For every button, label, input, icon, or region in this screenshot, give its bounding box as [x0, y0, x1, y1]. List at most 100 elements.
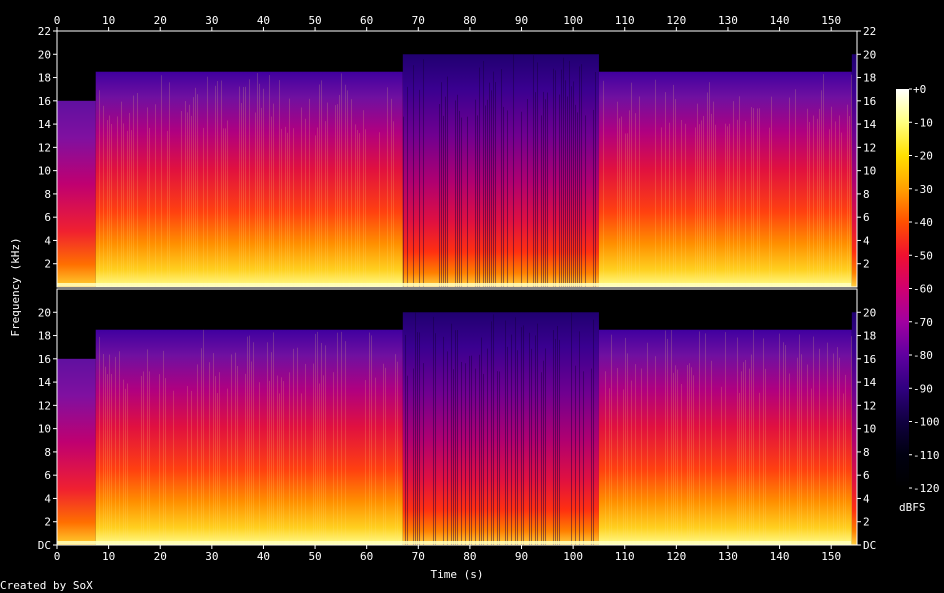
spectrogram-streak [507, 346, 508, 545]
spectrogram-streak [701, 120, 702, 287]
spectrogram-streak [655, 356, 656, 545]
spectrogram-streak [289, 98, 290, 287]
spectrogram-streak [575, 104, 576, 288]
spectrogram-streak [741, 371, 742, 545]
spectrogram-streak [819, 108, 820, 287]
spectrogram-streak [161, 75, 162, 287]
x-tick-label: 40 [257, 14, 270, 27]
spectrogram-streak [785, 345, 786, 545]
spectrogram-streak [403, 116, 404, 288]
spectrogram-streak [729, 123, 730, 287]
spectrogram-streak [253, 342, 254, 545]
spectrogram-streak [163, 350, 164, 545]
x-tick-label: 40 [257, 550, 270, 563]
spectrogram-segment [57, 358, 96, 545]
y-tick-label: 12 [863, 141, 876, 154]
spectrogram-streak [763, 338, 764, 545]
spectrogram-streak [483, 60, 484, 287]
spectrogram-streak [503, 106, 504, 287]
spectrogram-streak [631, 380, 632, 545]
spectrogram-streak [371, 335, 372, 545]
spectrogram-streak [335, 105, 336, 287]
spectrogram-streak [469, 355, 470, 545]
spectrogram-streak [661, 127, 662, 287]
panel-frame [56, 288, 858, 546]
spectrogram-streak [517, 350, 518, 545]
colorbar: dBFS +0 -10 -20 -30 -40 -50 -60 -70 -80 -90 -100 -1… [896, 83, 940, 514]
spectrogram-streak [495, 82, 496, 288]
spectrogram-streak [605, 371, 606, 545]
y-tick-label: 10 [863, 423, 876, 436]
y-tick-label: 16 [38, 95, 51, 108]
x-tick-label: 80 [463, 14, 476, 27]
x-tick-label: 50 [308, 14, 321, 27]
spectrogram-streak [279, 393, 280, 545]
x-tick-label: 130 [718, 550, 738, 563]
spectrogram-streak [547, 92, 548, 287]
spectrogram-streak [497, 371, 498, 545]
spectrogram-streak [709, 82, 710, 288]
spectrogram-streak [269, 380, 270, 545]
spectrogram-streak [789, 373, 790, 545]
spectrogram-streak [627, 353, 628, 545]
spectrogram-streak [655, 79, 656, 287]
y-tick-label: DC [863, 539, 876, 552]
spectrogram-streak [259, 83, 260, 287]
x-tick-label: 100 [563, 550, 583, 563]
x-tick-label: 10 [102, 14, 115, 27]
spectrogram-streak [207, 76, 208, 287]
spectrogram-streak [535, 335, 536, 545]
colorbar-tick-label: -80 [913, 349, 933, 362]
spectrogram-streak [459, 110, 460, 288]
y-tick-label: 18 [863, 72, 876, 85]
spectrogram-streak [813, 115, 814, 287]
spectrogram-streak [393, 121, 394, 287]
spectrogram-streak [783, 342, 784, 545]
spectrogram-streak [629, 110, 630, 288]
spectrogram-streak [333, 372, 334, 545]
y-tick-label: 14 [38, 376, 52, 389]
spectrogram-streak [537, 323, 538, 545]
spectrogram-streak [123, 379, 124, 545]
spectrogram-streak [753, 329, 754, 545]
colorbar-tick-label: -20 [913, 150, 933, 163]
spectrogram-streak [357, 129, 358, 287]
spectrogram-streak [489, 82, 490, 288]
spectrogram-streak [375, 377, 376, 545]
spectrogram-streak [239, 86, 240, 287]
spectrogram-streak [799, 334, 800, 545]
y-tick-label: 18 [38, 330, 51, 343]
spectrogram-streak [279, 80, 280, 287]
spectrogram-streak [243, 86, 244, 288]
x-tick-label: 150 [821, 550, 841, 563]
spectrogram-streak [795, 89, 796, 287]
y-tick-label: 8 [863, 188, 870, 201]
x-tick-label: 110 [615, 550, 635, 563]
spectrogram-streak [555, 70, 556, 287]
spectrogram-streak [159, 374, 160, 545]
spectrogram-streak [563, 57, 564, 288]
spectrogram-streak [345, 341, 346, 545]
panel-frame [56, 30, 858, 288]
spectrogram-streak [241, 103, 242, 288]
spectrogram-streak [245, 86, 246, 287]
spectrogram-streak [603, 80, 604, 287]
spectrogram-streak [711, 113, 712, 287]
spectrogram-streak [691, 367, 692, 545]
spectrogram-streak [107, 120, 108, 287]
spectrogram-streak [559, 339, 560, 545]
x-tick-label: 10 [102, 550, 115, 563]
colorbar-tick-label: -40 [913, 216, 933, 229]
spectrogram-streak [283, 381, 284, 545]
spectrogram-streak [109, 354, 110, 545]
spectrogram-streak [751, 107, 752, 287]
spectrogram-streak [695, 127, 696, 287]
spectrogram-streak [127, 383, 128, 545]
spectrogram-streak [823, 74, 824, 287]
x-tick-label: 70 [412, 14, 425, 27]
spectrogram-streak [341, 73, 342, 287]
spectrogram-streak [397, 361, 398, 545]
spectrogram-streak [839, 357, 840, 545]
x-tick-label: 0 [54, 550, 61, 563]
spectrogram-streak [339, 94, 340, 287]
